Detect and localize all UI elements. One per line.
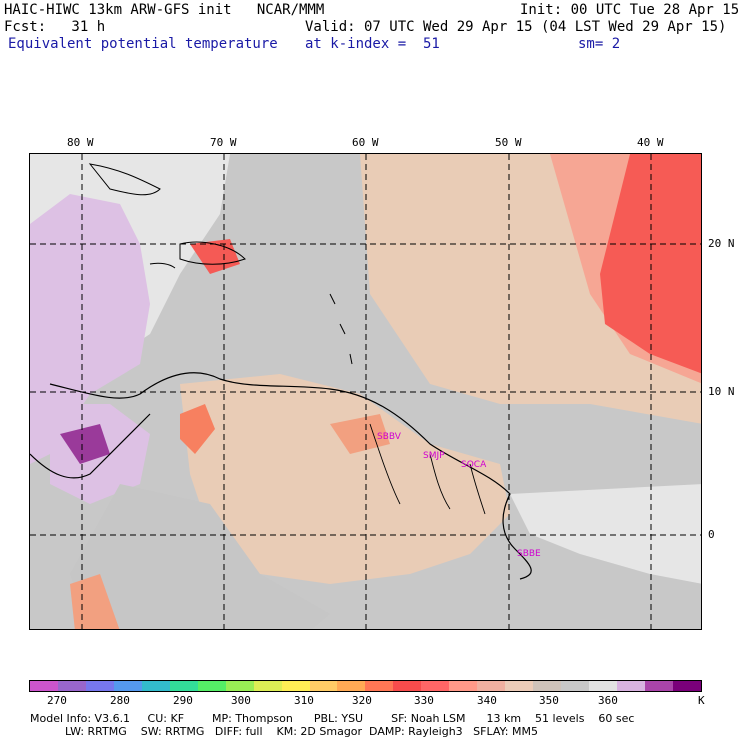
purple-patch: [60, 424, 110, 464]
colorbar-swatch: [393, 681, 422, 691]
forecast-hour: Fcst: 31 h: [4, 19, 106, 35]
graticule: [30, 154, 701, 629]
smoothing-label: sm= 2: [578, 36, 621, 52]
colorbar-swatch: [337, 681, 366, 691]
orange-patch-guyana: [330, 414, 390, 454]
colorbar: [29, 680, 702, 692]
lat-label-equator: 0: [708, 528, 715, 541]
colorbar-swatch: [197, 681, 226, 691]
model-info-line1: Model Info: V3.6.1 CU: KF MP: Thompson P…: [30, 712, 635, 725]
coastline-jamaica: [149, 262, 176, 269]
lon-label-70w: 70 W: [210, 136, 237, 149]
colorbar-tick: 330: [414, 694, 434, 707]
lon-label-60w: 60 W: [352, 136, 379, 149]
coastline-south-america: [49, 372, 532, 580]
colorbar-swatch: [309, 681, 338, 691]
station-label: SBBE: [517, 549, 541, 559]
colorbar-swatch: [113, 681, 142, 691]
colorbar-swatch: [30, 681, 58, 691]
theta-e-field: [30, 154, 701, 629]
coastline-cuba: [88, 163, 161, 196]
colorbar-swatch: [225, 681, 254, 691]
colorbar-swatch: [561, 681, 590, 691]
colorbar-swatch: [644, 681, 673, 691]
peach-south-america: [180, 374, 510, 584]
colorbar-swatch: [281, 681, 310, 691]
station-label: SOCA: [461, 460, 487, 470]
coastline-hispaniola: [179, 241, 246, 265]
lavender-area-west: [30, 194, 150, 464]
colorbar-tick: 300: [231, 694, 251, 707]
colorbar-swatch: [57, 681, 86, 691]
level-label: at k-index = 51: [305, 36, 440, 52]
field-name: Equivalent potential temperature: [8, 36, 278, 52]
lat-label-20n: 20 N: [708, 237, 735, 250]
colorbar-tick: 360: [598, 694, 618, 707]
lat-label-10n: 10 N: [708, 385, 735, 398]
colorbar-tick: 310: [294, 694, 314, 707]
colorbar-swatch: [505, 681, 534, 691]
gray-southwest: [70, 484, 330, 629]
colorbar-tick: 280: [110, 694, 130, 707]
colorbar-swatch: [449, 681, 478, 691]
colorbar-swatch: [617, 681, 645, 691]
orange-patch-colombia: [180, 404, 215, 454]
lon-label-80w: 80 W: [67, 136, 94, 149]
colorbar-swatch: [533, 681, 562, 691]
colorbar-tick: 350: [539, 694, 559, 707]
colorbar-swatch: [365, 681, 394, 691]
init-time: Init: 00 UTC Tue 28 Apr 15: [520, 2, 740, 18]
lon-label-40w: 40 W: [637, 136, 664, 149]
colorbar-swatch: [141, 681, 170, 691]
colorbar-swatch: [672, 681, 701, 691]
valid-time: Valid: 07 UTC Wed 29 Apr 15 (04 LST Wed …: [305, 19, 727, 35]
light-gray-equatorial: [510, 484, 701, 584]
station-label: SBBV: [377, 432, 401, 442]
lon-label-50w: 50 W: [495, 136, 522, 149]
colorbar-unit: K: [698, 694, 705, 707]
coastline-central-america: [30, 413, 151, 479]
model-title: HAIC-HIWC 13km ARW-GFS init NCAR/MMM: [4, 2, 325, 18]
colorbar-tick: 290: [173, 694, 193, 707]
colorbar-swatch: [253, 681, 282, 691]
colorbar-swatch: [85, 681, 114, 691]
country-borders: [369, 423, 486, 515]
colorbar-swatch: [477, 681, 506, 691]
colorbar-tick: 340: [477, 694, 497, 707]
red-maximum: [600, 154, 701, 374]
coastline-lesser-antilles: [329, 293, 353, 365]
colorbar-swatch: [589, 681, 618, 691]
model-info-line2: LW: RRTMG SW: RRTMG DIFF: full KM: 2D Sm…: [30, 725, 538, 738]
colorbar-tick: 270: [47, 694, 67, 707]
colorbar-tick: 320: [352, 694, 372, 707]
map-panel: SBBV SMJP SOCA SBBE: [29, 153, 702, 630]
colorbar-swatch: [169, 681, 198, 691]
station-label: SMJP: [423, 451, 445, 461]
colorbar-swatch: [421, 681, 450, 691]
